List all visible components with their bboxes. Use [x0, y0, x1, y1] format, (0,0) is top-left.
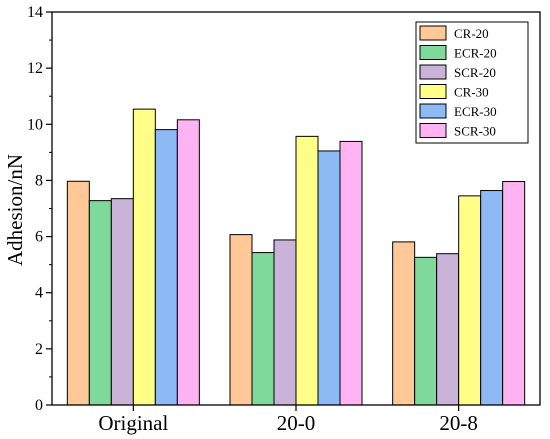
y-axis-title: Adhesion/nN	[3, 154, 27, 266]
y-tick-label: 14	[27, 4, 43, 21]
legend-label: CR-30	[454, 85, 489, 100]
bar-cr-20-20-0	[229, 234, 253, 406]
legend-label: ECR-30	[454, 104, 497, 119]
y-tick-label: 0	[35, 397, 43, 414]
legend: CR-20 ECR-20 SCR-20 CR-30 ECR-30 SCR-30	[415, 21, 529, 144]
bar-cr-30-20-0	[295, 135, 319, 406]
x-tick-label: 20-0	[277, 411, 316, 435]
bar-cr-30-20-8	[458, 195, 482, 406]
y-tick-label: 6	[35, 229, 43, 246]
bar-scr-30-original	[176, 119, 200, 406]
bar-cr-30-original	[132, 108, 156, 406]
legend-swatch	[419, 64, 447, 80]
plot-frame	[51, 11, 541, 406]
bars-layer	[66, 108, 526, 406]
legend-box	[415, 21, 529, 144]
legend-swatch	[419, 103, 447, 119]
bar-scr-20-original	[110, 198, 134, 406]
y-tick-label: 8	[35, 172, 43, 189]
legend-swatch	[419, 45, 447, 60]
bar-ecr-20-original	[88, 200, 112, 406]
axes-layer: Original 20-0 20-8 0 2 4 6 8 10 12 14	[27, 4, 541, 435]
y-tick-label: 10	[27, 116, 43, 133]
legend-swatch	[419, 25, 447, 41]
bar-ecr-30-original	[154, 129, 178, 406]
bar-ecr-20-20-8	[414, 256, 438, 406]
legend-swatch	[419, 123, 447, 138]
bar-scr-30-20-8	[502, 181, 526, 406]
legend-label: SCR-20	[454, 65, 496, 80]
legend-label: CR-20	[454, 26, 489, 41]
bar-cr-20-original	[66, 180, 90, 406]
y-tick-label: 2	[35, 341, 43, 358]
bar-ecr-30-20-0	[317, 150, 341, 406]
bar-cr-20-20-8	[392, 241, 416, 406]
x-tick-label: Original	[98, 411, 168, 435]
bar-scr-20-20-0	[273, 239, 297, 406]
legend-swatch	[419, 84, 447, 99]
bar-ecr-20-20-0	[251, 252, 275, 406]
y-tick-label: 12	[27, 60, 43, 77]
legend-label: SCR-30	[454, 124, 496, 139]
y-tick-label: 4	[35, 285, 43, 302]
bar-ecr-30-20-8	[480, 190, 504, 406]
x-tick-label: 20-8	[439, 411, 478, 435]
bar-scr-20-20-8	[436, 253, 460, 406]
legend-label: ECR-20	[454, 46, 497, 61]
bar-scr-30-20-0	[339, 140, 363, 406]
